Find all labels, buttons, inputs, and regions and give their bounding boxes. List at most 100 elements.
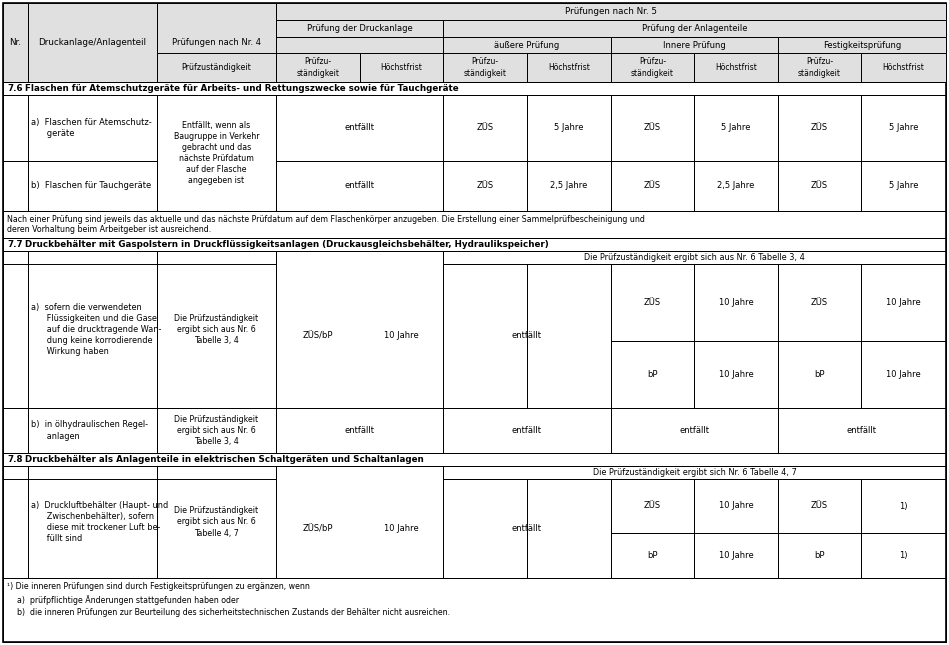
Text: bP: bP [647, 370, 658, 379]
Text: Nach einer Prüfung sind jeweils das aktuelle und das nächste Prüfdatum auf dem F: Nach einer Prüfung sind jeweils das aktu… [7, 215, 645, 234]
Bar [443, 53, 527, 82]
Bar [3, 578, 946, 642]
Bar [443, 95, 527, 161]
Text: 7.8: 7.8 [7, 455, 23, 464]
Text: 10 Jahre: 10 Jahre [718, 502, 754, 510]
Text: Die Prüfzuständigkeit ergibt sich Nr. 6 Tabelle 4, 7: Die Prüfzuständigkeit ergibt sich Nr. 6 … [592, 468, 796, 477]
Bar [611, 37, 778, 53]
Bar [694, 479, 778, 533]
Text: 5 Jahre: 5 Jahre [889, 181, 919, 190]
Text: b)  in ölhydraulischen Regel-
      anlagen: b) in ölhydraulischen Regel- anlagen [31, 421, 148, 441]
Text: Druckbehälter mit Gaspolstern in Druckflüssigkeitsanlagen (Druckausgleichsbehält: Druckbehälter mit Gaspolstern in Druckfl… [25, 240, 549, 249]
Text: 10 Jahre: 10 Jahre [886, 370, 921, 379]
Text: Druckanlage/Anlagenteil: Druckanlage/Anlagenteil [39, 38, 146, 47]
Text: 10 Jahre: 10 Jahre [384, 524, 419, 533]
Text: Prüfzu-
ständigkeit: Prüfzu- ständigkeit [296, 57, 340, 77]
Bar [3, 82, 946, 95]
Text: ZÜS: ZÜS [476, 123, 493, 132]
Bar [276, 53, 360, 82]
Text: entfällt: entfällt [512, 332, 542, 341]
Bar [3, 251, 276, 264]
Text: Höchstfrist: Höchstfrist [381, 63, 422, 72]
Text: Prüfung der Anlagenteile: Prüfung der Anlagenteile [642, 24, 747, 33]
Text: entfällt: entfällt [512, 426, 542, 435]
Bar [694, 341, 778, 408]
Text: 2,5 Jahre: 2,5 Jahre [717, 181, 754, 190]
Text: Prüfungen nach Nr. 5: Prüfungen nach Nr. 5 [565, 7, 657, 16]
Bar [694, 264, 778, 341]
Bar [443, 264, 527, 408]
Bar [611, 264, 694, 341]
Bar [443, 466, 946, 479]
Bar [443, 20, 946, 37]
Bar [276, 161, 443, 211]
Bar [778, 264, 861, 341]
Text: ZÜS: ZÜS [811, 181, 828, 190]
Text: ZÜS: ZÜS [644, 298, 661, 307]
Bar [694, 161, 778, 211]
Bar [611, 533, 694, 578]
Text: 10 Jahre: 10 Jahre [718, 370, 754, 379]
Bar [861, 95, 946, 161]
Text: entfällt: entfällt [344, 426, 375, 435]
Text: Druckbehälter als Anlagenteile in elektrischen Schaltgeräten und Schaltanlagen: Druckbehälter als Anlagenteile in elektr… [25, 455, 424, 464]
Bar [694, 95, 778, 161]
Bar [527, 161, 611, 211]
Bar [276, 466, 443, 578]
Bar [861, 341, 946, 408]
Text: b)  Flaschen für Tauchgeräte: b) Flaschen für Tauchgeräte [31, 181, 151, 190]
Bar [3, 3, 28, 82]
Text: Innere Prüfung: Innere Prüfung [663, 41, 726, 50]
Bar [28, 3, 157, 82]
Bar [443, 408, 611, 453]
Text: ¹) Die inneren Prüfungen sind durch Festigkeitsprüfungen zu ergänzen, wenn
    a: ¹) Die inneren Prüfungen sind durch Fest… [7, 582, 450, 617]
Bar [3, 211, 946, 238]
Bar [157, 408, 276, 453]
Text: Die Prüfzuständigkeit
ergibt sich aus Nr. 6
Tabelle 3, 4: Die Prüfzuständigkeit ergibt sich aus Nr… [175, 314, 258, 345]
Bar [443, 479, 527, 578]
Text: Höchstfrist: Höchstfrist [883, 63, 924, 72]
Text: 10 Jahre: 10 Jahre [886, 298, 921, 307]
Bar [527, 95, 611, 161]
Bar [28, 408, 157, 453]
Bar [276, 408, 443, 453]
Text: Prüfzu-
ständigkeit: Prüfzu- ständigkeit [463, 57, 507, 77]
Bar [3, 466, 276, 479]
Text: entfällt: entfällt [847, 426, 877, 435]
Bar [611, 53, 694, 82]
Text: 5 Jahre: 5 Jahre [889, 123, 919, 132]
Text: ZÜS/bP: ZÜS/bP [303, 524, 333, 533]
Text: 7.6: 7.6 [7, 84, 23, 93]
Text: entfällt: entfällt [344, 123, 375, 132]
Text: bP: bP [647, 551, 658, 560]
Bar [778, 53, 861, 82]
Bar [3, 95, 28, 161]
Bar [157, 466, 276, 578]
Text: 10 Jahre: 10 Jahre [718, 551, 754, 560]
Text: Höchstfrist: Höchstfrist [715, 63, 757, 72]
Bar [778, 408, 946, 453]
Text: ZÜS: ZÜS [644, 123, 661, 132]
Text: Prüfzuständigkeit: Prüfzuständigkeit [181, 63, 251, 72]
Text: 1): 1) [900, 551, 908, 560]
Bar [157, 95, 276, 211]
Text: entfällt: entfällt [344, 181, 375, 190]
Text: Prüfung der Druckanlage: Prüfung der Druckanlage [307, 24, 413, 33]
Bar [157, 53, 276, 82]
Bar [3, 251, 28, 408]
Bar [157, 251, 276, 408]
Text: 10 Jahre: 10 Jahre [718, 298, 754, 307]
Bar [443, 251, 946, 264]
Bar [861, 264, 946, 341]
Text: ZÜS: ZÜS [644, 181, 661, 190]
Text: Prüfungen nach Nr. 4: Prüfungen nach Nr. 4 [172, 38, 261, 47]
Bar [276, 3, 946, 20]
Bar [527, 479, 611, 578]
Bar [778, 533, 861, 578]
Text: ZÜS: ZÜS [811, 502, 828, 510]
Text: entfällt: entfällt [512, 524, 542, 533]
Bar [3, 408, 28, 453]
Text: Höchstfrist: Höchstfrist [549, 63, 590, 72]
Text: Prüfzu-
ständigkeit: Prüfzu- ständigkeit [631, 57, 674, 77]
Text: 10 Jahre: 10 Jahre [384, 332, 419, 341]
